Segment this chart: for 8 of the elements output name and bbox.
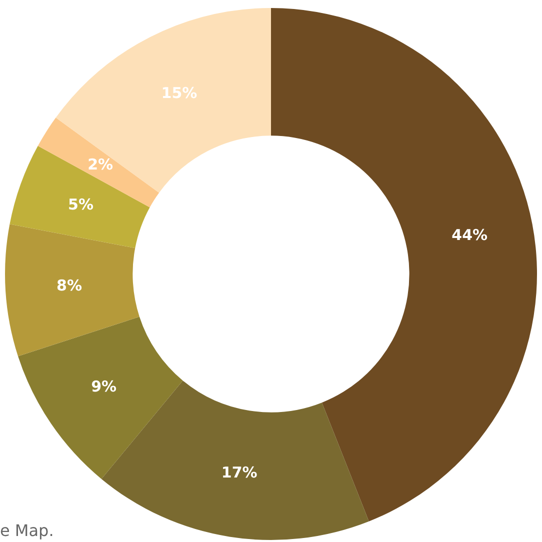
data-label: 9% — [91, 378, 117, 396]
data-label: 15% — [161, 84, 198, 102]
data-label: 2% — [88, 156, 114, 174]
data-label: 17% — [221, 464, 258, 482]
data-label: 8% — [56, 276, 82, 295]
text: e Map. — [0, 521, 54, 540]
data-label: 5% — [68, 195, 94, 214]
data-label: 44% — [452, 226, 488, 244]
